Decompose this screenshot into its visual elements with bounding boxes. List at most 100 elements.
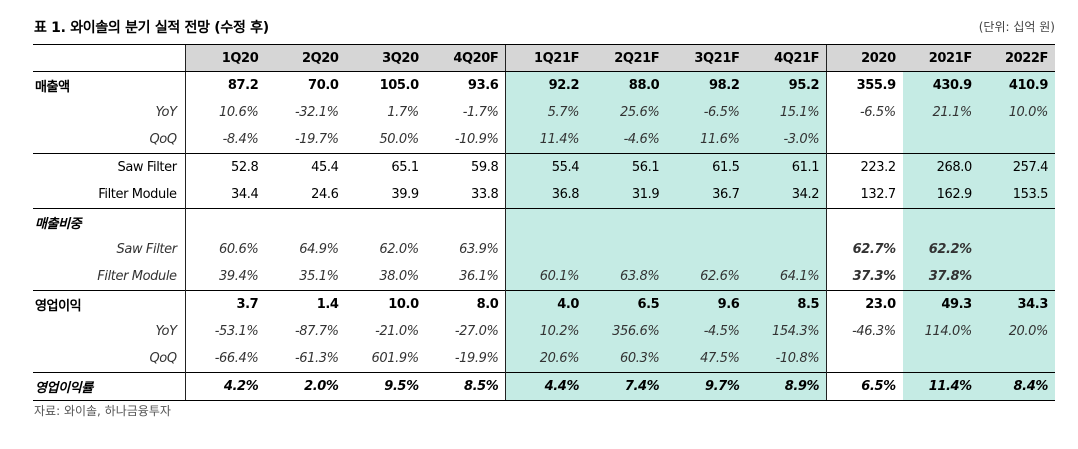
table-cell: 39.4% (184, 263, 266, 291)
table-cell: 60.1% (505, 263, 587, 291)
table-cell: 11.4% (505, 126, 587, 154)
table-cell: 62.2% (902, 236, 979, 263)
table-title: 표 1. 와이솔의 분기 실적 전망 (수정 후) (34, 20, 269, 36)
table-cell: 105.0 (379, 78, 420, 93)
table-cell: 601.9% (371, 351, 420, 366)
table-cell (826, 126, 903, 154)
table-cell: 6.5% (826, 372, 903, 401)
row-label: Saw Filter (33, 153, 186, 181)
table-cell: 11.4% (902, 372, 979, 401)
table-cell: 6.5 (586, 290, 667, 318)
table-cell: -1.7% (462, 105, 499, 120)
table-cell: 11.6% (666, 126, 747, 154)
table-row: 영업이익 3.7 1.4 10.0 8.0 4.0 6.5 9.6 8.5 23… (33, 290, 1055, 318)
table-cell: 95.2 (746, 71, 827, 99)
table-cell: 153.5 (978, 181, 1055, 209)
table-cell: 3.7 (184, 290, 266, 318)
table-cell: 63.9% (459, 242, 499, 257)
row-label: QoQ (149, 132, 177, 147)
header-row: 1Q20 2Q20 3Q20 4Q20F 1Q21F 2Q21F 3Q21F 4… (33, 44, 1055, 72)
table-cell (666, 208, 747, 236)
row-label: Filter Module (98, 187, 177, 202)
table-cell: 223.2 (826, 153, 903, 181)
table-cell: -46.3% (826, 318, 903, 345)
source-note: 자료: 와이솔, 하나금융투자 (34, 404, 171, 418)
table-cell: 38.0% (379, 269, 419, 284)
table-cell (505, 236, 587, 263)
table-cell: -21.0% (375, 324, 419, 339)
table-cell: 63.8% (586, 263, 667, 291)
table-cell: 64.1% (746, 263, 827, 291)
table-cell: 93.6 (467, 78, 499, 93)
table-cell: 10.2% (505, 318, 587, 345)
table-cell: -32.1% (294, 105, 339, 120)
table-row: 매출액 87.2 70.0 105.0 93.6 92.2 88.0 98.2 … (33, 71, 1055, 99)
table-cell: 8.9% (746, 372, 827, 401)
header-cell: 4Q20F (425, 44, 506, 72)
table-cell: 4.2% (184, 372, 266, 401)
table-cell: -4.5% (666, 318, 747, 345)
table-cell: 65.1 (345, 153, 426, 181)
table-cell (666, 236, 747, 263)
table-cell: 257.4 (978, 153, 1055, 181)
table-cell: 15.1% (746, 99, 827, 126)
table-cell: 8.5 (746, 290, 827, 318)
table-row: YoY -53.1% -87.7% -21.0% -27.0% 10.2% 35… (33, 318, 1055, 345)
table-cell: 10.6% (184, 99, 266, 126)
table-cell: 9.6 (666, 290, 747, 318)
table-cell: 21.1% (902, 99, 979, 126)
table-cell: 56.1 (586, 153, 667, 181)
table-cell (345, 208, 426, 236)
table-cell (902, 126, 979, 154)
row-label: QoQ (149, 351, 177, 366)
row-label: 영업이익률 (33, 372, 186, 401)
table-cell: 36.8 (505, 181, 587, 209)
table-cell: 98.2 (666, 71, 747, 99)
table-cell: -66.4% (184, 345, 266, 373)
table-cell (978, 236, 1055, 263)
table-cell (902, 345, 979, 373)
table-cell: -3.0% (746, 126, 827, 154)
earnings-table: 1Q20 2Q20 3Q20 4Q20F 1Q21F 2Q21F 3Q21F 4… (33, 44, 1055, 401)
header-cell: 4Q21F (746, 44, 827, 72)
table-cell: 61.1 (746, 153, 827, 181)
table-cell: 410.9 (978, 71, 1055, 99)
row-label: 매출액 (35, 80, 70, 95)
table-cell: 2.0% (265, 372, 346, 401)
table-cell (978, 263, 1055, 291)
table-cell: 87.2 (184, 71, 266, 99)
table-cell: 34.2 (746, 181, 827, 209)
table-cell: 34.3 (978, 290, 1055, 318)
table-cell: -6.5% (666, 99, 747, 126)
row-label: Saw Filter (116, 242, 178, 257)
table-cell: -8.4% (184, 126, 266, 154)
table-cell: 37.8% (902, 263, 979, 291)
table-cell: 45.4 (265, 153, 346, 181)
table-cell: 4.0 (505, 290, 587, 318)
table-cell: 268.0 (902, 153, 979, 181)
table-cell: 55.4 (505, 153, 587, 181)
table-cell: 132.7 (826, 181, 903, 209)
table-cell: -19.9% (454, 351, 499, 366)
table-row: Saw Filter 52.8 45.4 65.1 59.8 55.4 56.1… (33, 153, 1055, 181)
table-cell: -27.0% (454, 324, 499, 339)
table-cell: 25.6% (586, 99, 667, 126)
table-row: YoY 10.6% -32.1% 1.7% -1.7% 5.7% 25.6% -… (33, 99, 1055, 126)
table-cell (425, 208, 506, 236)
row-label: 영업이익 (33, 290, 186, 318)
table-cell: 35.1% (299, 269, 339, 284)
table-cell (586, 208, 667, 236)
table-cell: 154.3% (746, 318, 827, 345)
table-cell: 9.5% (345, 372, 426, 401)
table-cell: -19.7% (294, 132, 339, 147)
header-cell: 3Q21F (666, 44, 747, 72)
header-cell: 2Q21F (586, 44, 667, 72)
table-cell: 39.9 (391, 187, 419, 202)
table-row: Filter Module 34.4 24.6 39.9 33.8 36.8 3… (33, 181, 1055, 209)
table-cell: -61.3% (294, 351, 339, 366)
table-cell: 356.6% (586, 318, 667, 345)
table-cell (826, 345, 903, 373)
table-cell: 114.0% (902, 318, 979, 345)
table-cell: 64.9% (299, 242, 339, 257)
